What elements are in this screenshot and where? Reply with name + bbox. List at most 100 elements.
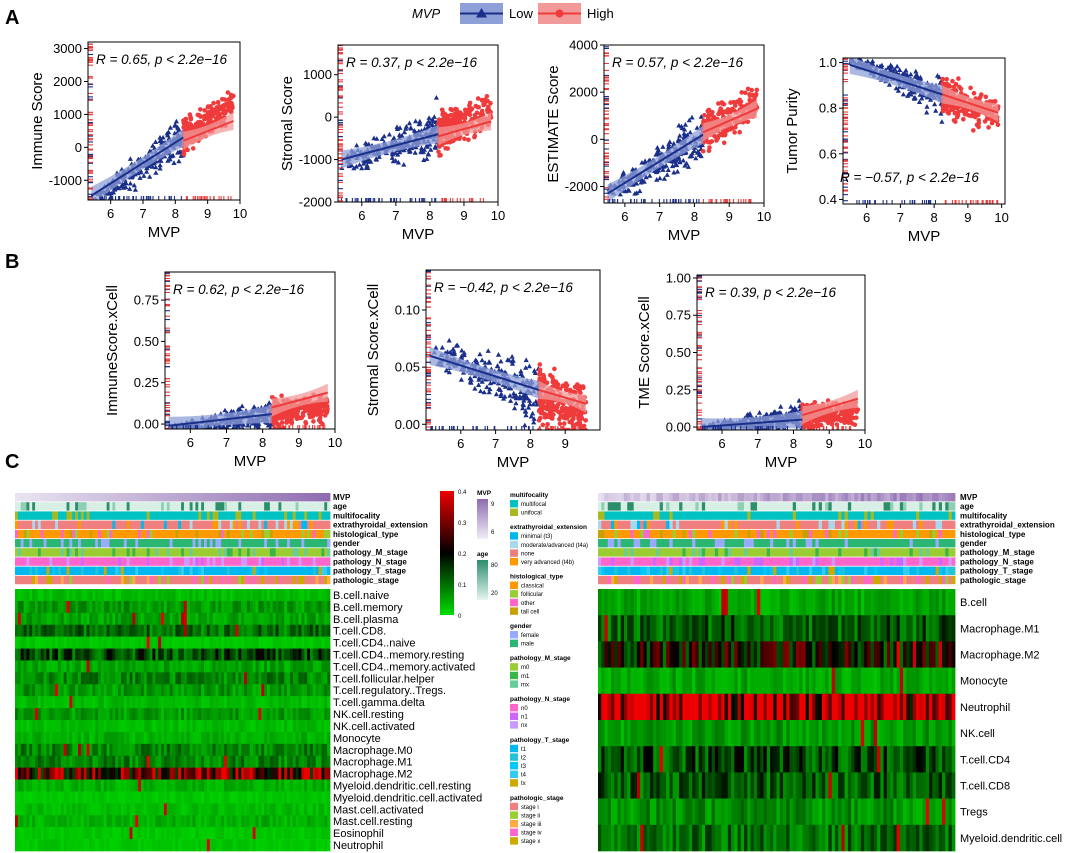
- x-tick-label: 7: [754, 436, 761, 451]
- data-point-high: [552, 366, 557, 372]
- annotation-cell: [241, 520, 245, 529]
- annotation-cell: [49, 493, 53, 502]
- annotation-cell: [275, 511, 279, 520]
- data-point-low: [428, 147, 434, 152]
- data-point-high: [295, 409, 301, 414]
- data-point-high: [186, 125, 191, 130]
- data-point-low: [498, 391, 504, 396]
- annotation-cell: [89, 520, 93, 529]
- data-point-low: [681, 134, 687, 139]
- x-tick-label: 7: [492, 436, 499, 451]
- data-point-high: [739, 90, 744, 95]
- data-point-low: [157, 162, 163, 168]
- data-point-high: [733, 124, 738, 130]
- data-point-low: [640, 178, 646, 184]
- x-tick-label: 7: [139, 206, 146, 221]
- correlation-annotation: R = 0.57, p < 2.2e−16: [612, 55, 743, 70]
- annotation-cell: [60, 502, 65, 511]
- y-tick-label: -2000: [565, 179, 598, 194]
- annotation-cell: [46, 502, 50, 511]
- data-point-high: [709, 139, 715, 144]
- annotation-cell: [66, 520, 70, 529]
- data-point-high: [456, 115, 462, 121]
- data-point-high: [228, 100, 233, 106]
- data-point-low: [433, 95, 439, 100]
- annotation-cell: [103, 511, 108, 520]
- annotation-cell: [181, 502, 185, 511]
- annotation-cell: [141, 502, 145, 511]
- annotation-cell: [269, 502, 274, 511]
- data-point-low: [652, 168, 658, 173]
- data-point-high: [324, 408, 330, 414]
- data-point-high: [852, 422, 858, 428]
- data-point-low: [634, 190, 640, 195]
- data-point-low: [165, 132, 171, 138]
- data-point-high: [564, 412, 570, 417]
- annotation-cell: [181, 520, 185, 529]
- data-point-high: [441, 115, 447, 121]
- y-tick-label: 1000: [303, 67, 332, 82]
- data-point-low: [495, 352, 502, 357]
- data-point-low: [498, 358, 504, 364]
- annotation-cell: [255, 511, 259, 520]
- data-point-low: [919, 95, 925, 101]
- annotation-cell: [298, 511, 302, 520]
- annotation-cell: [221, 493, 225, 502]
- data-point-low: [642, 159, 648, 165]
- annotation-cell: [224, 493, 228, 502]
- data-point-high: [724, 109, 729, 114]
- data-point-low: [892, 66, 898, 72]
- data-point-low: [106, 190, 112, 195]
- data-point-high: [211, 100, 216, 106]
- data-point-low: [689, 150, 695, 156]
- annotation-cell: [123, 493, 128, 502]
- annotation-cell: [120, 493, 125, 502]
- annotation-cell: [246, 502, 251, 511]
- annotation-cell: [72, 502, 76, 511]
- data-point-low: [430, 118, 437, 124]
- data-point-high: [848, 416, 854, 422]
- data-point-high: [572, 384, 578, 390]
- annotation-cell: [32, 493, 36, 502]
- annotation-cell: [143, 502, 148, 511]
- y-tick-label: 1000: [53, 107, 82, 122]
- data-point-high: [734, 99, 740, 105]
- annotation-cell: [69, 520, 73, 529]
- data-point-high: [983, 94, 989, 100]
- data-point-high: [222, 97, 228, 102]
- annotation-cell: [321, 502, 325, 511]
- data-point-low: [363, 140, 369, 146]
- annotation-cell: [152, 520, 156, 529]
- data-point-high: [968, 113, 974, 119]
- panel-letter-a: A: [5, 7, 19, 29]
- annotation-cell: [304, 502, 308, 511]
- annotation-cell: [89, 493, 93, 502]
- data-point-high: [944, 77, 949, 82]
- annotation-cell: [89, 502, 93, 511]
- data-point-high: [303, 408, 309, 414]
- data-point-high: [716, 133, 722, 139]
- annotation-cell: [295, 493, 299, 502]
- y-tick-label: 0.50: [666, 345, 691, 360]
- annotation-cell: [129, 502, 133, 511]
- annotation-cell: [49, 511, 53, 520]
- annotation-cell: [92, 511, 96, 520]
- annotation-cell: [89, 511, 93, 520]
- annotation-cell: [252, 520, 256, 529]
- data-point-low: [689, 114, 695, 120]
- regression-line-low: [90, 136, 184, 197]
- annotation-cell: [244, 502, 248, 511]
- annotation-cell: [287, 511, 291, 520]
- data-point-low: [395, 159, 401, 165]
- data-point-high: [707, 145, 712, 150]
- data-point-low: [523, 365, 529, 370]
- data-point-low: [693, 155, 699, 161]
- annotation-cell: [72, 520, 76, 529]
- data-point-high: [563, 387, 569, 393]
- data-point-high: [205, 121, 211, 126]
- annotation-cell: [269, 511, 274, 520]
- data-point-high: [957, 84, 962, 90]
- annotation-cell: [281, 502, 285, 511]
- data-point-low: [467, 375, 473, 381]
- data-point-high: [831, 413, 836, 418]
